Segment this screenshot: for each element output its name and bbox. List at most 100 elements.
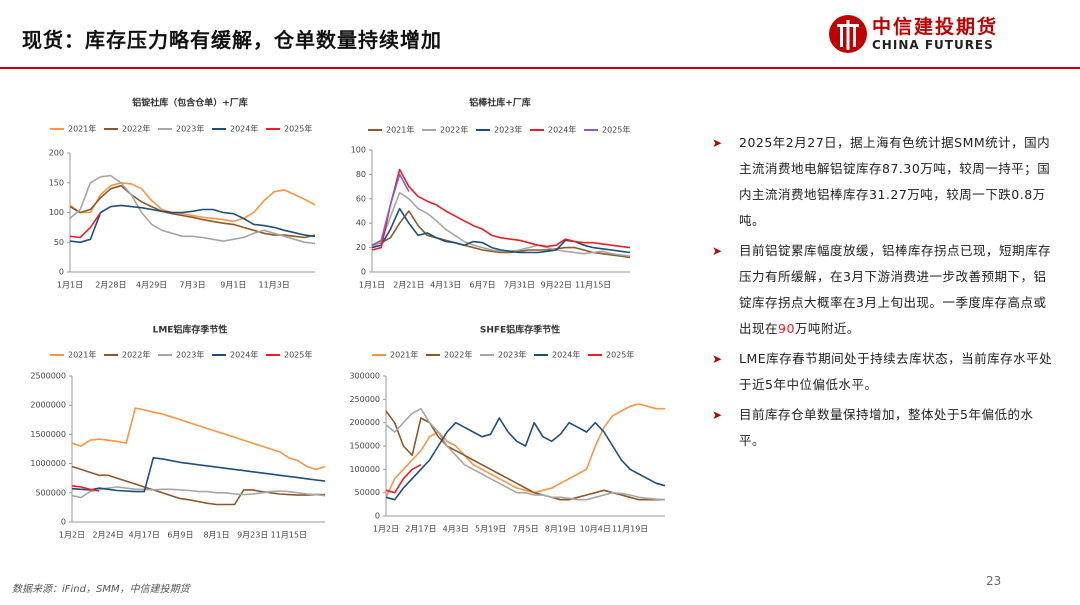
series-line <box>69 184 316 239</box>
series-line <box>385 410 665 501</box>
series-line <box>69 174 316 245</box>
legend-label: 2021年 <box>386 125 414 135</box>
legend-label: 2024年 <box>548 125 576 135</box>
chart-title: LME铝库存季节性 <box>153 324 228 336</box>
y-tick-label: 500000 <box>35 488 66 497</box>
legend-label: 2025年 <box>284 124 312 134</box>
x-tick-label: 1月1日 <box>359 281 385 290</box>
bullet: 目前库存仓单数量保持增加，整体处于5年偏低的水平。 <box>712 402 1057 454</box>
x-tick-label: 9月1日 <box>220 281 246 290</box>
legend-label: 2024年 <box>230 124 258 134</box>
y-tick-label: 50000 <box>355 488 380 497</box>
legend-label: 2025年 <box>602 125 630 135</box>
x-tick-label: 11月3日 <box>259 281 290 290</box>
series-line <box>69 182 316 223</box>
legend-label: 2023年 <box>176 124 204 134</box>
legend-label: 2024年 <box>230 350 258 360</box>
x-tick-label: 2月21日 <box>393 281 424 290</box>
x-tick-label: 10月4日 <box>580 525 611 534</box>
y-tick-label: 2000000 <box>30 401 66 410</box>
y-tick-label: 100 <box>351 146 366 155</box>
legend-label: 2021年 <box>68 124 96 134</box>
y-tick-label: 2500000 <box>30 372 66 381</box>
y-tick-label: 0 <box>59 268 64 277</box>
x-tick-label: 11月15日 <box>271 531 307 540</box>
y-tick-label: 0 <box>375 512 380 521</box>
y-tick-label: 40 <box>356 219 366 228</box>
bullet: 2025年2月27日，据上海有色统计据SMM统计，国内主流消费地电解铝锭库存87… <box>712 130 1057 234</box>
x-tick-label: 5月19日 <box>475 525 506 534</box>
bullet-list: 2025年2月27日，据上海有色统计据SMM统计，国内主流消费地电解铝锭库存87… <box>712 130 1057 458</box>
y-tick-label: 0 <box>61 518 66 527</box>
y-tick-label: 80 <box>356 170 366 179</box>
bullet-text: 目前铝锭累库幅度放缓，铝棒库存拐点已现，短期库存压力有所缓解，在3月下游消费进一… <box>739 243 1052 336</box>
legend-label: 2021年 <box>390 350 418 360</box>
series-line <box>371 168 631 251</box>
x-tick-label: 1月1日 <box>57 281 83 290</box>
x-tick-label: 7月3日 <box>179 281 205 290</box>
legend-label: 2025年 <box>606 350 634 360</box>
logo-icon <box>829 15 867 53</box>
x-tick-label: 8月1日 <box>203 531 229 540</box>
chart-title: SHFE铝库存季节性 <box>480 324 560 336</box>
legend-label: 2022年 <box>122 124 150 134</box>
series-line <box>371 173 410 246</box>
series-line <box>385 417 666 501</box>
bullet-text: 目前库存仓单数量保持增加，整体处于5年偏低的水平。 <box>739 407 1034 448</box>
x-tick-label: 8月19日 <box>545 525 576 534</box>
page-number: 23 <box>986 574 1002 588</box>
x-tick-label: 6月7日 <box>469 281 495 290</box>
slide-title: 现货：库存压力略有缓解，仓单数量持续增加 <box>22 28 442 52</box>
series-line <box>71 465 325 506</box>
chart-title: 铝棒社库+厂库 <box>469 97 531 109</box>
x-tick-label: 11月15日 <box>575 281 611 290</box>
x-tick-label: 7月5日 <box>512 525 538 534</box>
y-tick-label: 150000 <box>349 442 380 451</box>
y-tick-label: 300000 <box>349 372 380 381</box>
y-tick-label: 100000 <box>349 465 380 474</box>
series-line <box>385 403 665 498</box>
series-line <box>69 212 102 239</box>
y-tick-label: 50 <box>54 238 64 247</box>
x-tick-label: 7月31日 <box>504 281 535 290</box>
x-tick-label: 4月13日 <box>430 281 461 290</box>
x-tick-label: 6月9日 <box>167 531 193 540</box>
bullet-text: 万吨附近。 <box>794 321 860 336</box>
bullet-text: LME库存春节期间处于持续去库状态，当前库存水平处于近5年中位偏低水平。 <box>739 351 1053 392</box>
logo-subtext: CHINA FUTURES <box>872 38 994 52</box>
series-line <box>371 191 631 257</box>
legend-label: 2023年 <box>498 350 526 360</box>
legend-label: 2023年 <box>494 125 522 135</box>
y-tick-label: 60 <box>356 194 366 203</box>
series-line <box>71 407 326 471</box>
series-line <box>71 485 100 492</box>
chart-title: 铝锭社库（包含仓单）+厂库 <box>132 97 248 109</box>
x-tick-label: 1月2日 <box>373 525 399 534</box>
y-tick-label: 1500000 <box>30 430 66 439</box>
y-tick-label: 100 <box>49 208 64 217</box>
legend-label: 2022年 <box>444 350 472 360</box>
y-tick-label: 200 <box>49 149 64 158</box>
x-tick-label: 9月22日 <box>541 281 572 290</box>
highlight-text: 90 <box>778 321 795 336</box>
x-tick-label: 4月3日 <box>443 525 469 534</box>
series-line <box>371 210 631 259</box>
bullet: 目前铝锭累库幅度放缓，铝棒库存拐点已现，短期库存压力有所缓解，在3月下游消费进一… <box>712 238 1057 342</box>
x-tick-label: 4月29日 <box>136 281 167 290</box>
series-line <box>69 204 316 244</box>
source-note: 数据来源：iFind，SMM，中信建投期货 <box>12 584 190 595</box>
legend-label: 2023年 <box>176 350 204 360</box>
logo-text: 中信建投期货 <box>872 16 999 38</box>
legend-label: 2022年 <box>122 350 150 360</box>
x-tick-label: 4月17日 <box>129 531 160 540</box>
legend-label: 2021年 <box>68 350 96 360</box>
series-line <box>71 486 326 499</box>
y-tick-label: 1000000 <box>30 459 66 468</box>
legend-label: 2024年 <box>552 350 580 360</box>
y-tick-label: 150 <box>49 178 64 187</box>
series-line <box>385 407 666 501</box>
bullet: LME库存春节期间处于持续去库状态，当前库存水平处于近5年中位偏低水平。 <box>712 346 1057 398</box>
y-tick-label: 20 <box>356 243 366 252</box>
